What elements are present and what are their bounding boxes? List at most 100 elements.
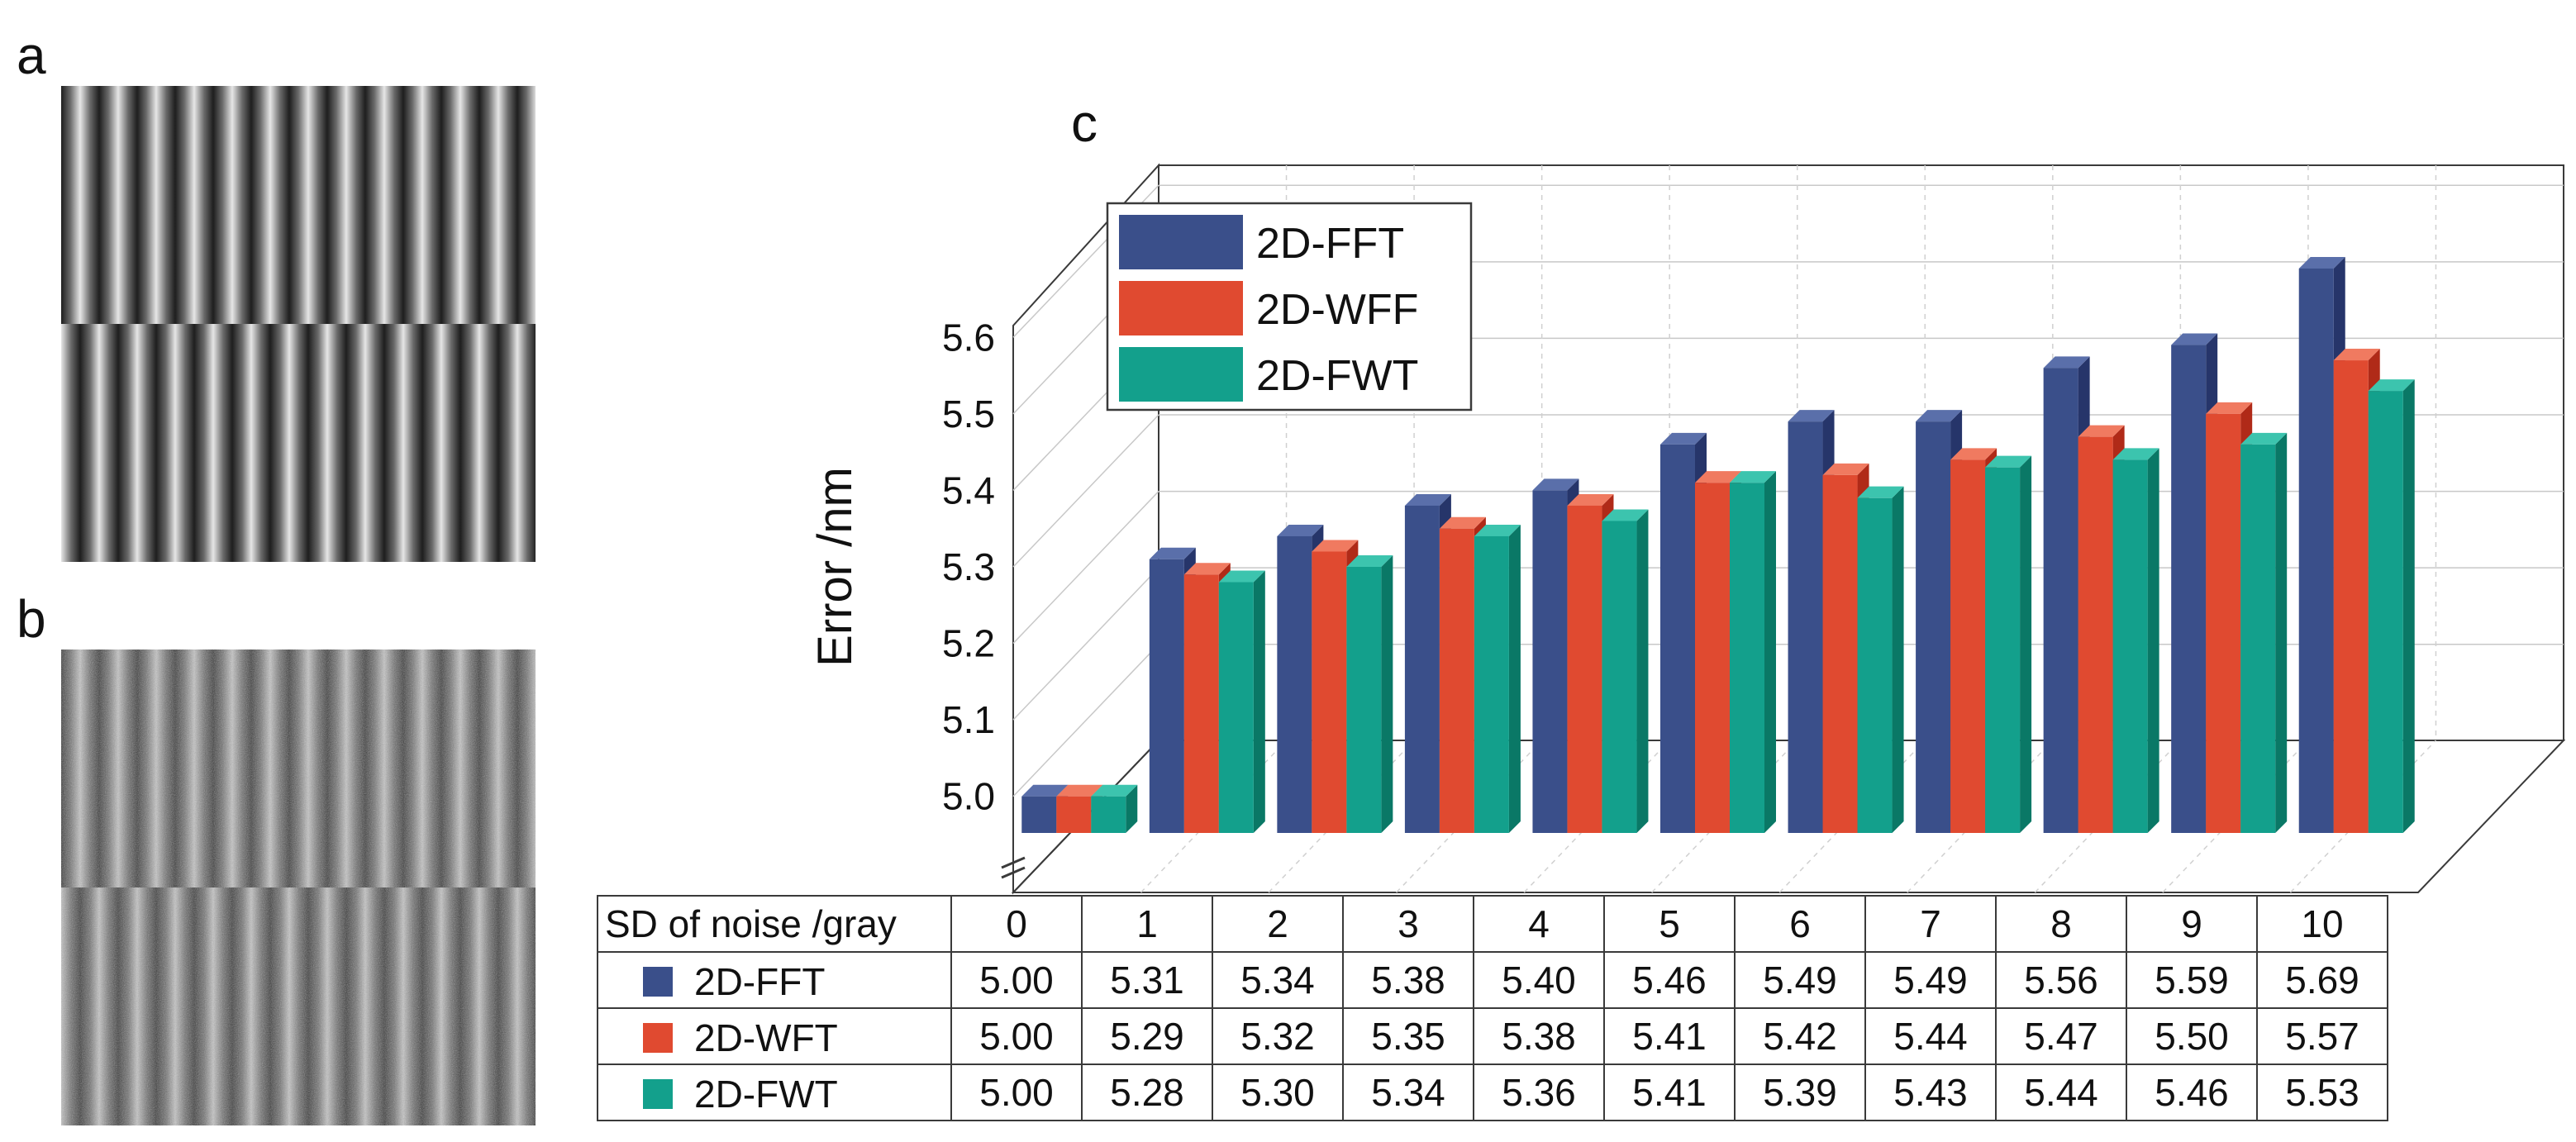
table-cell: 5.56 <box>1995 951 2127 1009</box>
bar-front <box>1950 459 1986 833</box>
bar-top <box>1916 410 1963 422</box>
bar-2d-wff-10 <box>2333 349 2380 833</box>
table-cell: 5.42 <box>1734 1007 1866 1065</box>
bar-top <box>1788 410 1835 422</box>
bar-2d-fwt-10 <box>2368 379 2415 834</box>
table-cell: 5.34 <box>1212 951 1344 1009</box>
table-row: 2D-FWT 5.00 5.28 5.30 5.34 5.36 5.41 5.39 5.43 5.… <box>597 1063 2388 1121</box>
bar-front <box>1985 467 2021 833</box>
table-category-0: 0 <box>950 895 1083 953</box>
bar-front <box>1091 796 1126 833</box>
bar-top <box>2112 448 2159 460</box>
data-table: SD of noise /gray 0 1 2 3 4 5 6 7 8 9 10 2D-FFT 5.00 5… <box>597 895 2388 1121</box>
bar-front <box>2078 436 2113 833</box>
bar-top <box>1857 486 1904 498</box>
legend-label-2d-wff: 2D-WFF <box>1256 286 1418 334</box>
bar-front <box>1822 474 1858 833</box>
bar-front <box>2043 368 2078 833</box>
bar-side <box>1126 784 1138 833</box>
table-header-label: SD of noise /gray <box>597 895 952 953</box>
bar-top <box>1474 524 1521 536</box>
table-category-6: 6 <box>1734 895 1866 953</box>
bar-top <box>2240 432 2288 445</box>
bar-top <box>1149 547 1196 559</box>
bar-front <box>2112 459 2148 833</box>
y-axis-label: Error /nm <box>808 467 862 667</box>
bar-front <box>1439 528 1474 833</box>
gridline-side <box>1012 491 1159 645</box>
bar-top <box>1404 493 1451 506</box>
table-category-5: 5 <box>1603 895 1736 953</box>
chart-bars <box>1021 256 2415 834</box>
chart-legend: 2D-FFT 2D-WFF 2D-FWT <box>1106 202 1473 412</box>
y-axis: 5.0 5.1 5.2 5.3 5.4 5.5 5.6 Error /nm <box>808 316 995 817</box>
bar-top <box>1822 463 1869 475</box>
table-row-label-text: 2D-FFT <box>694 959 826 1003</box>
legend-label-2d-fwt: 2D-FWT <box>1256 352 1418 400</box>
bar-2d-fwt-5 <box>1730 471 1776 833</box>
table-cell: 5.00 <box>950 1007 1083 1065</box>
bar-side <box>1253 570 1265 833</box>
fringe-a-top <box>61 86 536 324</box>
table-row-label-text: 2D-WFT <box>694 1016 838 1059</box>
bar-top <box>1183 563 1231 575</box>
noise-overlay <box>61 650 536 1125</box>
bar-front <box>1149 559 1184 833</box>
bar-front <box>2298 268 2334 833</box>
table-cell: 5.40 <box>1473 951 1605 1009</box>
table-cell: 5.50 <box>2126 1007 2258 1065</box>
axis-break-mark <box>1001 866 1026 879</box>
table-category-1: 1 <box>1081 895 1213 953</box>
bar-top <box>1567 493 1614 506</box>
bar-top <box>2171 333 2218 345</box>
y-tick-label: 5.6 <box>942 316 995 359</box>
table-cell: 5.47 <box>1995 1007 2127 1065</box>
table-cell: 5.41 <box>1603 1007 1736 1065</box>
bar-top <box>1532 478 1579 491</box>
table-category-2: 2 <box>1212 895 1344 953</box>
bar-top <box>1695 471 1741 483</box>
table-cell: 5.46 <box>1603 951 1736 1009</box>
bar-top <box>2333 349 2380 361</box>
table-cell: 5.43 <box>1864 1063 1997 1121</box>
table-row-label-text: 2D-FWT <box>694 1072 838 1116</box>
table-row-swatch <box>643 1078 673 1109</box>
bar-2d-fwt-3 <box>1474 524 1521 833</box>
bar-front <box>1567 505 1602 833</box>
table-cell: 5.39 <box>1734 1063 1866 1121</box>
bar-top <box>1730 471 1776 483</box>
y-tick-label: 5.1 <box>942 698 995 741</box>
fringe-image-a <box>61 86 536 562</box>
table-row-label: 2D-FFT <box>597 951 952 1009</box>
table-cell: 5.49 <box>1734 951 1866 1009</box>
bar-front <box>1660 444 1695 833</box>
bar-front <box>1346 567 1382 833</box>
table-cell: 5.38 <box>1342 951 1474 1009</box>
table-cell: 5.38 <box>1473 1007 1605 1065</box>
table-row: 2D-FFT 5.00 5.31 5.34 5.38 5.40 5.46 5.49 5.49 5.… <box>597 951 2388 1009</box>
bar-top <box>1218 570 1265 583</box>
bar-2d-fwt-9 <box>2240 432 2288 833</box>
bar-side <box>2147 448 2159 833</box>
bar-top <box>1346 555 1393 567</box>
bar-front <box>1474 535 1509 833</box>
bar-front <box>1916 421 1951 833</box>
legend-swatch-2d-fft <box>1119 215 1243 269</box>
bar-front <box>1312 551 1347 833</box>
bar-front <box>1695 483 1730 833</box>
bar-front <box>1404 505 1440 833</box>
bar-front <box>1788 421 1823 833</box>
axis-break-mark <box>1001 856 1026 869</box>
table-cell: 5.35 <box>1342 1007 1474 1065</box>
table-cell: 5.41 <box>1603 1063 1736 1121</box>
table-cell: 5.28 <box>1081 1063 1213 1121</box>
bar-side <box>1381 555 1393 833</box>
legend-label-2d-fft: 2D-FFT <box>1256 220 1404 268</box>
table-cell: 5.69 <box>2256 951 2388 1009</box>
fringe-image-b <box>61 650 536 1125</box>
legend-swatch-2d-wff <box>1119 281 1243 335</box>
table-header-row: SD of noise /gray 0 1 2 3 4 5 6 7 8 9 10 <box>597 895 2388 953</box>
table-category-8: 8 <box>1995 895 2127 953</box>
table-cell: 5.29 <box>1081 1007 1213 1065</box>
